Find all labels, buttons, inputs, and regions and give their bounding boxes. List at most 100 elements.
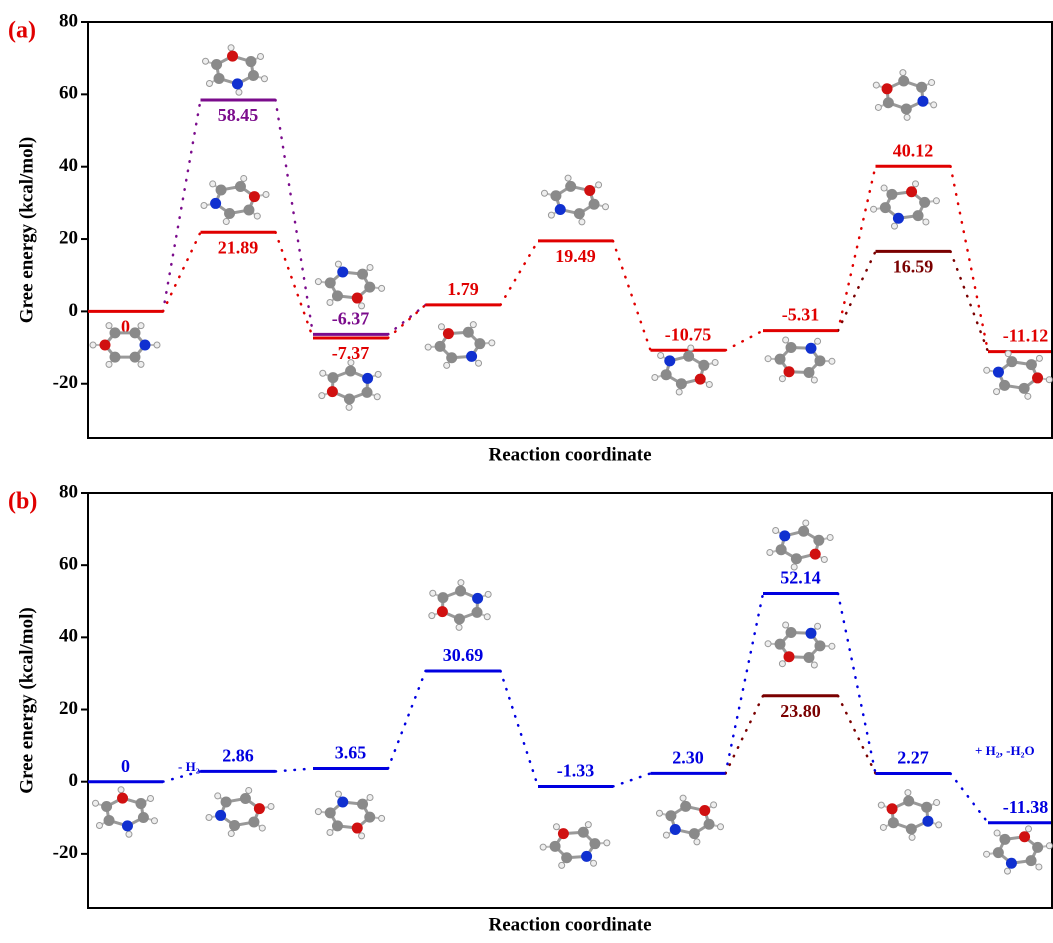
hydrogen-atom (210, 181, 216, 187)
hydrogen-atom (259, 825, 265, 831)
hydrogen-atom (327, 829, 333, 835)
connector (726, 594, 764, 774)
atom (232, 78, 243, 89)
atom (786, 342, 797, 353)
hydrogen-atom (374, 394, 380, 400)
atom (104, 815, 115, 826)
hydrogen-atom (541, 190, 547, 196)
hydrogen-atom (476, 360, 482, 366)
atom (814, 355, 825, 366)
atom (245, 56, 256, 67)
value-label: -5.31 (782, 305, 820, 325)
value-label: 40.12 (893, 140, 934, 160)
atom (550, 190, 561, 201)
y-tick-label: -20 (53, 372, 78, 393)
value-label: 21.89 (218, 237, 259, 257)
hydrogen-atom (201, 202, 207, 208)
atom (352, 823, 363, 834)
hydrogen-atom (425, 344, 431, 350)
hydrogen-atom (934, 800, 940, 806)
hydrogen-atom (1025, 393, 1031, 399)
connector (726, 331, 764, 351)
hydrogen-atom (444, 362, 450, 368)
connector (951, 251, 989, 351)
atom (561, 852, 572, 863)
hydrogen-atom (375, 371, 381, 377)
connector (501, 241, 539, 305)
y-tick-label: 80 (59, 10, 78, 31)
atom (695, 374, 706, 385)
value-label: -6.37 (332, 309, 370, 329)
value-label: -11.12 (1003, 326, 1049, 346)
atom (775, 639, 786, 650)
hydrogen-atom (246, 787, 252, 793)
hydrogen-atom (96, 823, 102, 829)
molecule-illustration (540, 822, 610, 869)
atom (325, 277, 336, 288)
atom (135, 798, 146, 809)
hydrogen-atom (258, 53, 264, 59)
hydrogen-atom (1004, 868, 1010, 874)
atom (1026, 855, 1037, 866)
atom (661, 369, 672, 380)
hydrogen-atom (430, 590, 436, 596)
atom (999, 834, 1010, 845)
atom (352, 293, 363, 304)
atom (227, 51, 238, 62)
connector (838, 251, 876, 330)
hydrogen-atom (604, 840, 610, 846)
atom (664, 355, 675, 366)
atom (211, 59, 222, 70)
y-tick-label: 60 (59, 554, 78, 575)
atom (117, 793, 128, 804)
connector (501, 671, 539, 787)
atom (243, 205, 254, 216)
atom (332, 820, 343, 831)
hydrogen-atom (656, 810, 662, 816)
atom (210, 198, 221, 209)
atom (110, 327, 121, 338)
hydrogen-atom (803, 520, 809, 526)
molecule-illustration (767, 520, 833, 570)
atom (437, 592, 448, 603)
hydrogen-atom (994, 830, 1000, 836)
atom (248, 70, 259, 81)
atom (886, 189, 897, 200)
y-tick-label: 40 (59, 155, 78, 176)
y-tick-label: 80 (59, 481, 78, 502)
atom (130, 352, 141, 363)
connector (838, 594, 876, 774)
atom (364, 282, 375, 293)
annotation: - H₂ (178, 759, 200, 774)
atom (882, 83, 893, 94)
atom (362, 387, 373, 398)
atom (888, 817, 899, 828)
hydrogen-atom (1036, 355, 1042, 361)
hydrogen-atom (933, 198, 939, 204)
hydrogen-atom (603, 204, 609, 210)
atom (786, 627, 797, 638)
hydrogen-atom (223, 219, 229, 225)
hydrogen-atom (878, 802, 884, 808)
hydrogen-atom (367, 795, 373, 801)
hydrogen-atom (829, 643, 835, 649)
hydrogen-atom (712, 359, 718, 365)
connector (388, 305, 426, 338)
value-label: 0 (121, 756, 130, 776)
atom (698, 360, 709, 371)
molecule-illustration (319, 360, 381, 411)
atom (993, 367, 1004, 378)
atom (810, 549, 821, 560)
hydrogen-atom (367, 265, 373, 271)
hydrogen-atom (470, 322, 476, 328)
hydrogen-atom (579, 219, 585, 225)
molecule-illustration (878, 790, 941, 841)
hydrogen-atom (228, 45, 234, 51)
atom (332, 290, 343, 301)
hydrogen-atom (931, 102, 937, 108)
hydrogen-atom (254, 213, 260, 219)
hydrogen-atom (90, 342, 96, 348)
atom (345, 366, 356, 377)
hydrogen-atom (206, 814, 212, 820)
hydrogen-atom (458, 580, 464, 586)
